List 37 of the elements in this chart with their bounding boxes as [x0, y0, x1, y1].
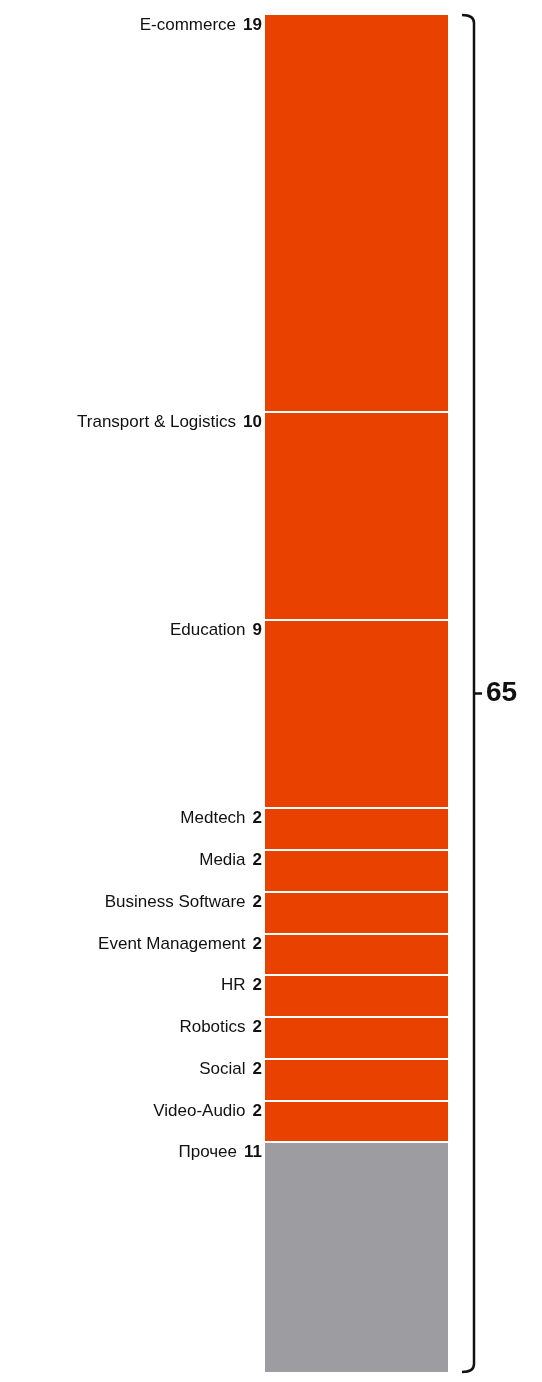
- series-label: HR: [220, 975, 246, 995]
- bar: [265, 1058, 448, 1101]
- data-label: 19: [243, 15, 262, 34]
- data-label: 10: [243, 411, 262, 431]
- data-label: 2: [252, 975, 262, 995]
- series-label: Video-Audio: [153, 1100, 246, 1120]
- series-label: Medtech: [180, 808, 246, 828]
- series-label: Media: [199, 850, 247, 870]
- bar: [265, 849, 448, 893]
- bar: [265, 1142, 448, 1372]
- data-label: 2: [252, 1017, 262, 1037]
- bar: [265, 891, 448, 934]
- series-label: E-commerce: [139, 15, 237, 34]
- bar: [265, 15, 448, 412]
- data-label: 9: [252, 620, 262, 640]
- bar: [265, 807, 448, 851]
- series-label: Social: [199, 1058, 246, 1078]
- data-label: 2: [252, 891, 262, 911]
- bar: [265, 620, 448, 809]
- bar: [265, 411, 448, 621]
- data-label: 2: [252, 1058, 262, 1078]
- total-label: 65: [486, 676, 518, 708]
- series-label: Robotics: [179, 1017, 246, 1037]
- bar: [265, 1016, 448, 1060]
- bar: [265, 975, 448, 1018]
- series-label: Прочее: [178, 1142, 238, 1162]
- series-label: Education: [169, 620, 246, 640]
- data-label: 2: [252, 850, 262, 870]
- bar: [265, 1100, 448, 1143]
- data-label: 2: [252, 1100, 262, 1120]
- bar: [265, 933, 448, 976]
- data-label: 2: [252, 808, 262, 828]
- series-label: Transport & Logistics: [77, 411, 237, 431]
- series-label: Business Software: [104, 891, 246, 911]
- series-label: Event Management: [98, 933, 246, 953]
- data-label: 2: [252, 933, 262, 953]
- data-label: 11: [244, 1142, 262, 1162]
